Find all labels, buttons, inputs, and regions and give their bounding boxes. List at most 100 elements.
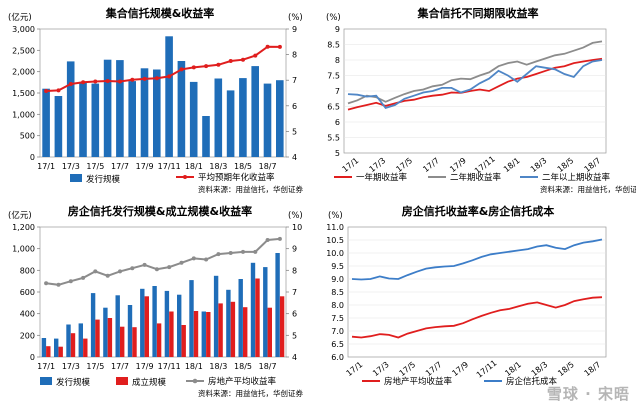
bar-issuance-17/7 — [116, 60, 124, 157]
x-tick-label: 18/1 — [185, 162, 203, 171]
line-point-17/12 — [179, 260, 184, 265]
x-tick-label: 18/3 — [209, 362, 227, 371]
y-right-tick-label: 4 — [292, 353, 297, 362]
x-tick-label: 17/3 — [371, 360, 391, 378]
chart-title: 房企信托发行规模&成立规模&收益率 — [68, 204, 252, 218]
y-tick-label: 10.0 — [326, 249, 344, 258]
legend: 一年期收益率 二年期收益率 二年以上期收益率 — [334, 172, 611, 183]
y-tick-label: 8.0 — [331, 301, 344, 310]
bar-established-18/5 — [243, 307, 248, 357]
bar-issuance-17/5 — [90, 293, 96, 357]
y-left-tick-label: 0 — [30, 353, 35, 362]
legend-label: 二年期收益率 — [450, 172, 502, 183]
x-tick-label: 17/3 — [368, 156, 388, 174]
line-point-17/5 — [93, 269, 98, 274]
line-point-18/4 — [228, 59, 233, 63]
y-tick-label: 5.5 — [327, 134, 340, 143]
line-point-17/1 — [44, 281, 49, 286]
line-point-18/6 — [253, 249, 258, 254]
y-tick-label: 6.5 — [327, 103, 340, 112]
x-tick-label: 17/11 — [158, 162, 181, 171]
x-tick-label: 18/7 — [259, 162, 277, 171]
right-axis-unit: (%) — [288, 13, 303, 23]
bar-issuance-17/9 — [140, 68, 149, 157]
line-point-18/1 — [191, 65, 196, 70]
line-series-2 — [347, 59, 603, 110]
y-left-tick-label: 200 — [20, 331, 35, 340]
line-series-0 — [351, 296, 603, 339]
y-right-tick-label: 9 — [292, 25, 297, 34]
x-tick-label: 17/3 — [62, 362, 80, 371]
chart-title: 集合信托规模&收益率 — [105, 6, 215, 20]
line-point-17/3 — [68, 279, 73, 284]
y-tick-label: 11.0 — [326, 223, 344, 232]
y-tick-label: 6 — [335, 118, 340, 127]
y-tick-label: 5 — [335, 149, 340, 158]
line-point-17/2 — [56, 282, 61, 287]
y-left-tick-label: 800 — [20, 266, 35, 275]
legend-swatch-bar — [116, 377, 128, 385]
bar-issuance-18/4 — [226, 90, 235, 157]
bar-issuance-18/6 — [251, 66, 259, 157]
bar-established-17/8 — [132, 327, 137, 357]
bar-issuance-17/7 — [115, 295, 120, 358]
bar-issuance-18/7 — [263, 83, 272, 157]
bar-issuance-18/2 — [202, 116, 210, 157]
bar-established-17/5 — [95, 319, 100, 357]
bar-issuance-17/8 — [127, 305, 133, 357]
line-point-18/6 — [253, 53, 258, 58]
bar-issuance-18/7 — [263, 267, 268, 357]
line-series-1 — [347, 40, 603, 105]
line-point-17/4 — [81, 80, 86, 85]
x-tick-label: 17/1 — [37, 362, 55, 371]
bar-issuance-18/2 — [201, 311, 206, 357]
left-axis-unit: (亿元) — [8, 12, 32, 23]
bar-established-17/12 — [181, 325, 186, 357]
x-tick-label: 17/11 — [158, 362, 181, 371]
line-point-18/3 — [216, 252, 221, 257]
line-series-yield — [45, 237, 280, 286]
legend-label: 平均预期年化收益率 — [198, 172, 275, 183]
line-point-17/3 — [68, 82, 73, 86]
y-tick-label: 9 — [335, 25, 340, 34]
legend: 房地产平均收益率 房企信托成本 — [362, 376, 558, 387]
y-right-tick-label: 7 — [292, 76, 297, 85]
x-tick-label: 17/9 — [448, 156, 468, 174]
line-point-18/8 — [277, 236, 282, 241]
bar-established-17/6 — [107, 318, 113, 357]
bar-issuance-18/3 — [214, 78, 223, 157]
line-point-17/7 — [118, 269, 122, 274]
line-point-17/9 — [142, 262, 147, 267]
y-right-tick-label: 9 — [292, 245, 297, 254]
legend-label: 发行规模 — [86, 174, 121, 185]
bar-issuance-18/1 — [189, 81, 198, 157]
y-tick-label: 10.5 — [326, 236, 344, 245]
bar-issuance-17/11 — [165, 36, 173, 157]
bar-issuance-17/12 — [177, 61, 186, 157]
x-tick-label: 17/5 — [86, 162, 104, 171]
bar-established-17/7 — [120, 326, 125, 357]
y-tick-label: 8 — [335, 56, 340, 65]
line-point-18/5 — [241, 249, 245, 254]
line-point-18/7 — [265, 44, 270, 49]
line-series-1 — [351, 238, 603, 281]
x-tick-label: 18/1 — [503, 360, 523, 378]
x-tick-label: 18/7 — [583, 156, 603, 174]
bar-issuance-17/3 — [66, 324, 71, 357]
y-left-tick-label: 3,000 — [12, 25, 35, 34]
x-tick-label: 18/7 — [259, 362, 277, 371]
x-tick-label: 17/5 — [394, 156, 414, 174]
y-left-tick-label: 600 — [20, 288, 35, 297]
legend-marker — [192, 378, 198, 384]
bar-issuance-17/8 — [128, 81, 136, 157]
bar-established-17/11 — [169, 311, 174, 357]
plot-frame — [39, 226, 287, 358]
x-tick-label: 17/7 — [111, 162, 129, 171]
chart-title: 集合信托不同期限收益率 — [417, 6, 539, 20]
legend-label: 一年期收益率 — [356, 172, 408, 183]
bar-established-17/4 — [83, 338, 88, 357]
line-point-17/1 — [44, 89, 49, 93]
bar-established-18/3 — [218, 303, 223, 357]
y-left-tick-label: 1,200 — [12, 223, 35, 232]
x-tick-label: 17/9 — [450, 360, 470, 378]
